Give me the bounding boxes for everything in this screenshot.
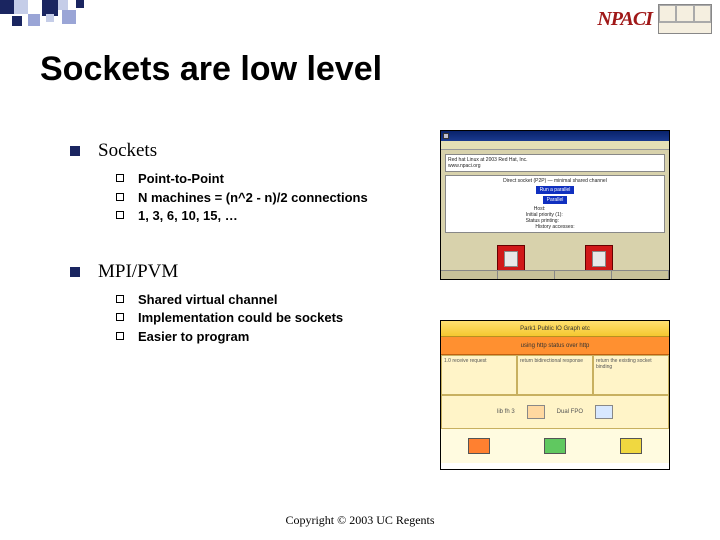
fig2-node <box>544 438 566 454</box>
fig2-cell: return the existing socket binding <box>593 355 669 395</box>
deco-square <box>28 14 40 26</box>
fig2-wide: lib fh 3 Dual FPO <box>441 395 669 429</box>
deco-square <box>46 14 54 22</box>
fig2-header: Park1 Public IO Graph etc <box>441 321 669 337</box>
section-heading-text: MPI/PVM <box>98 261 178 283</box>
deco-square <box>76 0 84 8</box>
sub-bullet-item: 1, 3, 6, 10, 15, … <box>116 207 410 225</box>
fig2-band: using http status over http <box>441 337 669 355</box>
fig2-cell: 1.0 receive request <box>441 355 517 395</box>
bullet-open-icon <box>116 313 124 321</box>
section-heading: Sockets <box>70 140 410 162</box>
fig2-node <box>620 438 642 454</box>
section-heading-text: Sockets <box>98 140 157 162</box>
bullet-square-icon <box>70 267 80 277</box>
bullet-open-icon <box>116 295 124 303</box>
sub-bullet-text: Shared virtual channel <box>138 291 277 309</box>
fig2-node <box>468 438 490 454</box>
fig2-cell: return bidirectional response <box>517 355 593 395</box>
sub-bullet-text: Point-to-Point <box>138 170 224 188</box>
sub-bullet-item: Easier to program <box>116 328 410 346</box>
bullet-square-icon <box>70 146 80 156</box>
deco-square <box>12 16 22 26</box>
bullet-open-icon <box>116 174 124 182</box>
deco-square <box>58 0 68 10</box>
sub-bullet-item: Point-to-Point <box>116 170 410 188</box>
figure-sockets-screenshot: Red hat Linux at 2003 Red Hat, Inc. www.… <box>440 130 670 280</box>
sub-bullet-text: 1, 3, 6, 10, 15, … <box>138 207 238 225</box>
slide-title: Sockets are low level <box>40 50 382 89</box>
mini-grid-icon <box>658 4 712 34</box>
fig1-line2: www.npaci.org <box>448 163 662 169</box>
bullet-open-icon <box>116 211 124 219</box>
bullet-open-icon <box>116 193 124 201</box>
sub-bullet-text: N machines = (n^2 - n)/2 connections <box>138 189 368 207</box>
copyright-footer: Copyright © 2003 UC Regents <box>0 513 720 528</box>
logo-area: NPACI <box>597 4 712 34</box>
fig1-btn2: Parallel <box>543 196 568 204</box>
bullet-open-icon <box>116 332 124 340</box>
npaci-logo-text: NPACI <box>597 8 652 31</box>
slide-content: Sockets Point-to-PointN machines = (n^2 -… <box>70 140 410 349</box>
fig1-btn1: Run a parallel <box>536 186 575 194</box>
host-icon <box>585 245 613 273</box>
sub-bullet-item: Shared virtual channel <box>116 291 410 309</box>
section-heading: MPI/PVM <box>70 261 410 283</box>
host-icon <box>497 245 525 273</box>
deco-square <box>62 10 76 24</box>
sub-bullet-text: Implementation could be sockets <box>138 309 343 327</box>
sub-bullet-text: Easier to program <box>138 328 249 346</box>
deco-square <box>14 0 28 14</box>
deco-square <box>0 0 14 14</box>
figure-mpi-diagram: Park1 Public IO Graph etc using http sta… <box>440 320 670 470</box>
sub-bullet-item: N machines = (n^2 - n)/2 connections <box>116 189 410 207</box>
sub-bullet-item: Implementation could be sockets <box>116 309 410 327</box>
